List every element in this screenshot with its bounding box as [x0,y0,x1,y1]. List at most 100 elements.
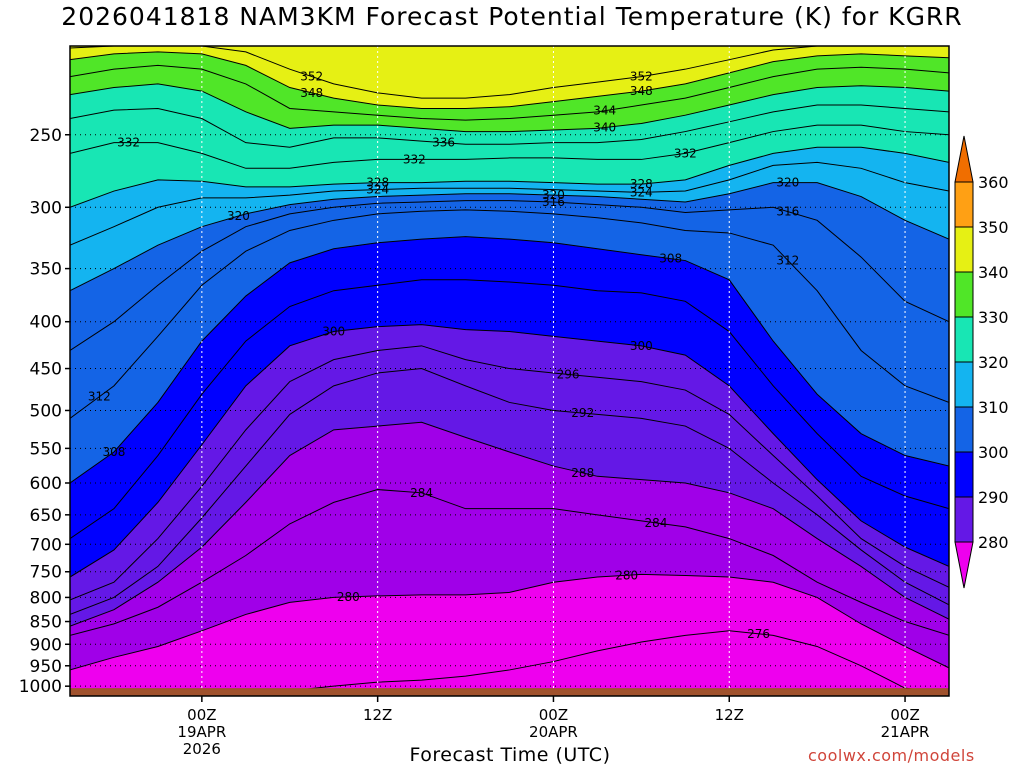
colorbar-label: 280 [978,533,1009,552]
y-tick-label: 750 [30,563,62,583]
colorbar-box [954,496,974,543]
contour-label: 316 [542,195,565,209]
isentrope-308 [70,236,949,484]
pressure-axis: 2503003504004505005506006507007508008509… [19,126,70,697]
y-tick-label: 650 [30,506,62,526]
y-tick-label: 350 [30,260,62,280]
isentrope-312 [70,209,949,419]
contour-label: 284 [410,486,433,500]
colorbar-label: 310 [978,398,1009,417]
contour-label: 344 [593,104,616,118]
isentrope-280 [70,573,949,671]
contour-label: 300 [322,325,345,339]
x-tick-label: 20APR [529,723,578,741]
contour-label: 332 [403,152,426,166]
y-tick-label: 500 [30,401,62,421]
contour-label: 328 [630,177,653,191]
contour-label: 332 [674,146,697,160]
isentrope-324 [70,161,949,246]
contour-label: 332 [117,136,140,150]
contour-label: 316 [776,205,799,219]
x-tick-label: 19APR [177,723,226,741]
colorbar-box [954,361,974,408]
contour-label: 320 [227,209,250,223]
plot-frame [69,45,950,697]
isentrope-332 [70,124,949,169]
colorbar-label: 340 [978,263,1009,282]
isentrope-340 [70,83,949,133]
isentrope-284 [70,489,949,636]
isentrope-292 [70,368,949,615]
contour-label: 336 [432,136,455,150]
x-tick-label: 00Z [539,706,568,724]
isentrope-344 [70,64,949,121]
isentrope-348 [70,51,949,109]
y-tick-label: 900 [30,635,62,655]
isentrope-316 [70,200,949,351]
x-tick-label: 00Z [187,706,216,724]
y-tick-label: 800 [30,588,62,608]
x-tick-label: 12Z [363,706,392,724]
contour-label: 308 [102,445,125,459]
contour-label: 280 [337,590,360,604]
colorbar-box [954,226,974,273]
contour-label: 288 [571,466,594,480]
colorbar-label: 360 [978,173,1009,192]
chart-title: 2026041818 NAM3KM Forecast Potential Tem… [61,2,963,31]
colorbar-box [954,316,974,363]
y-tick-label: 550 [30,439,62,459]
y-tick-label: 700 [30,535,62,555]
contour-label: 320 [776,176,799,190]
colorbar-box [954,271,974,318]
colorbar-label: 300 [978,443,1009,462]
colorbar-box [954,406,974,453]
isentrope-300 [70,324,949,578]
isentrope-296 [70,345,949,601]
contour-label: 328 [366,176,389,190]
x-tick-label: 21APR [881,723,930,741]
contour-label: 292 [571,406,594,420]
isentrope-304 [70,279,949,539]
y-tick-label: 300 [30,198,62,218]
contour-label: 308 [659,252,682,266]
isentrope-352 [70,46,949,99]
y-tick-label: 250 [30,126,62,146]
contour-label: 320 [542,188,565,202]
colorbar-label: 350 [978,218,1009,237]
colorbar-label: 320 [978,353,1009,372]
contour-label: 280 [615,568,638,582]
y-tick-label: 950 [30,657,62,677]
y-tick-label: 1000 [19,677,62,697]
contour-label: 296 [557,367,580,381]
source-credit[interactable]: coolwx.com/models [808,746,975,765]
contour-label: 324 [366,183,389,197]
contour-label: 348 [630,84,653,98]
contour-label: 300 [630,339,653,353]
colorbar-bottom-arrow [954,541,974,589]
colorbar: 280 290 300 310 320 330 340 350 360 [954,135,1009,589]
y-tick-label: 600 [30,474,62,494]
isentrope-328 [70,146,949,208]
y-tick-label: 400 [30,313,62,333]
contour-label: 352 [630,70,653,84]
y-tick-label: 450 [30,360,62,380]
contour-label: 340 [593,121,616,135]
gridlines [70,46,949,696]
colorbar-box [954,451,974,498]
isentrope-336 [70,104,949,148]
contour-label: 324 [630,185,653,199]
x-tick-label: 00Z [890,706,919,724]
colorbar-label: 290 [978,488,1009,507]
colorbar-top-arrow [954,135,974,183]
colorbar-label: 330 [978,308,1009,327]
contour-label: 276 [747,627,770,641]
y-tick-label: 850 [30,613,62,633]
x-axis-label: Forecast Time (UTC) [409,744,611,766]
contour-label: 352 [300,70,323,84]
contour-label: 348 [300,86,323,100]
isentrope-288 [70,421,949,627]
colorbar-box [954,181,974,228]
